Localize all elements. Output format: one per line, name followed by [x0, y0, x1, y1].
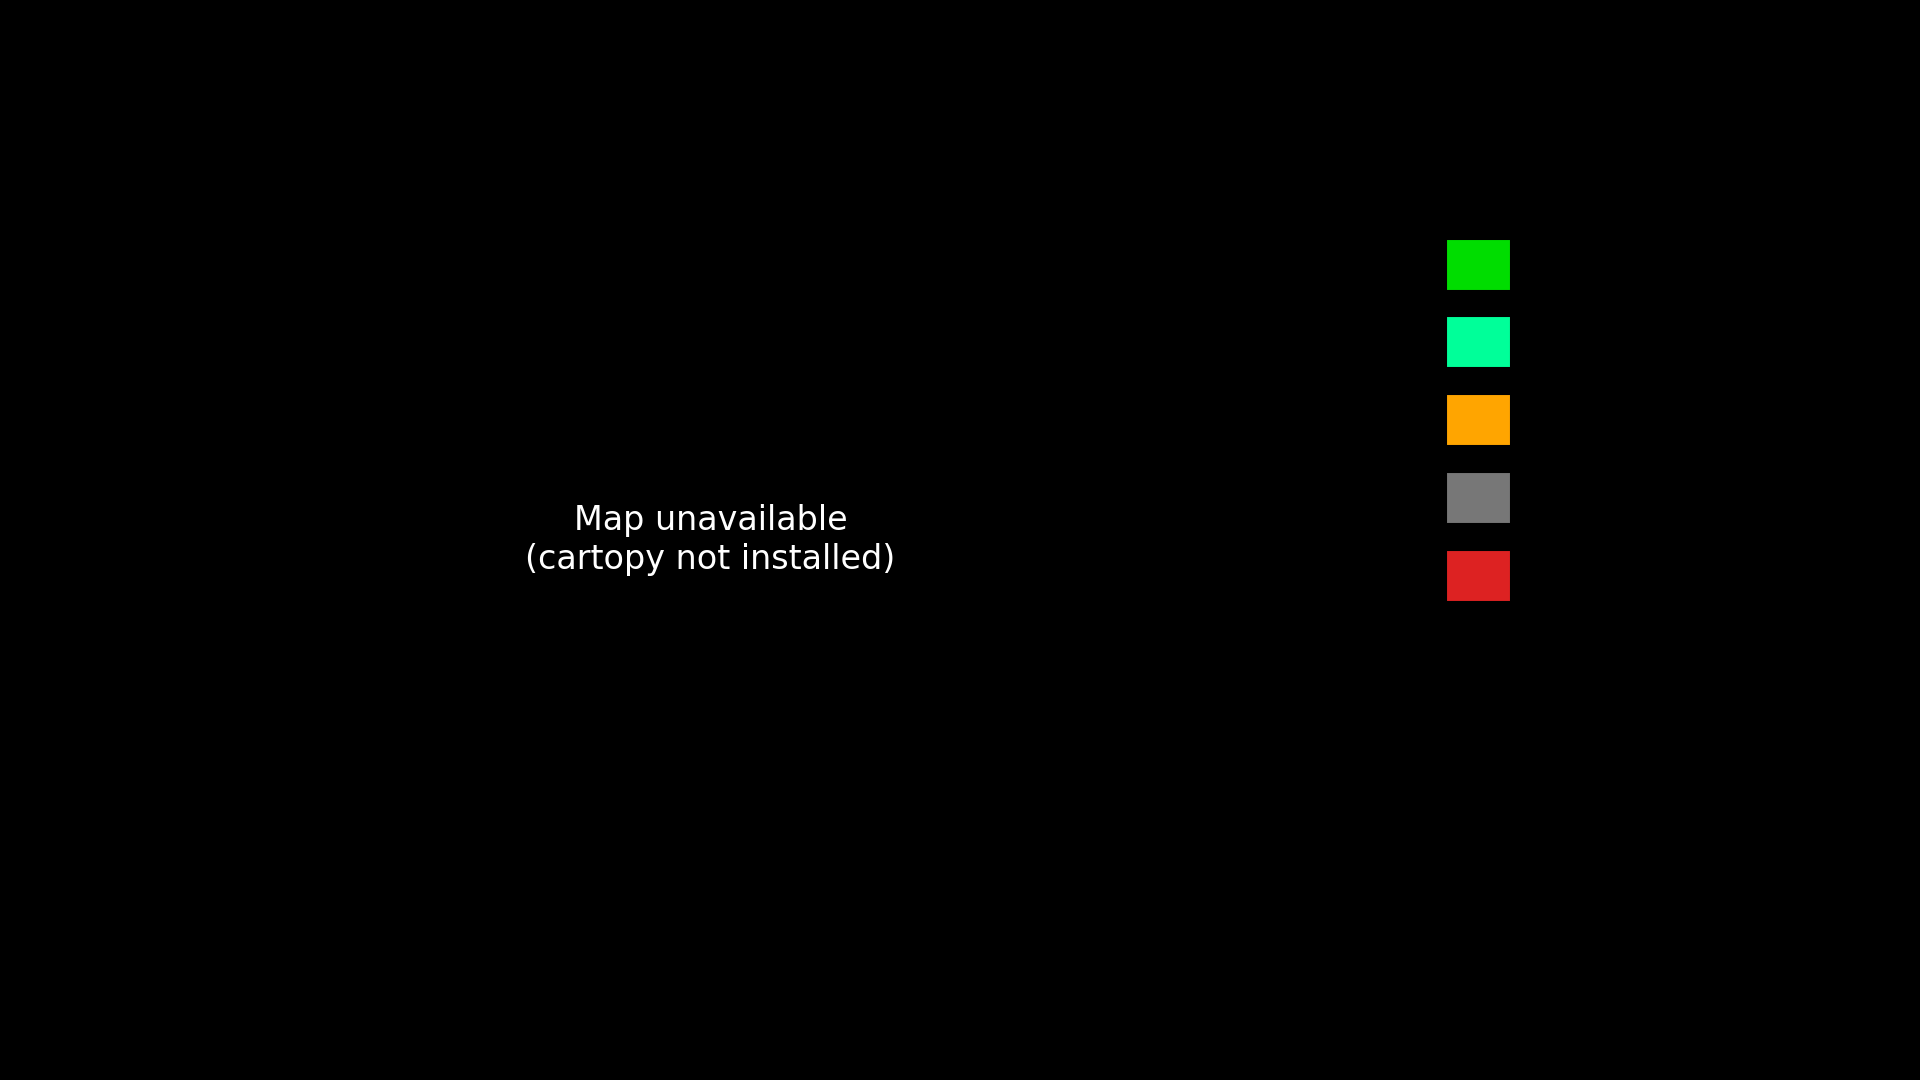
FancyBboxPatch shape — [1446, 472, 1511, 524]
Text: 1864: 1864 — [1532, 59, 1809, 157]
Text: The civil war
progresses favourably
for the United States.
Many western
territor: The civil war progresses favourably for … — [1446, 664, 1797, 913]
Text: Territories: Territories — [1536, 408, 1682, 432]
Text: Occupations: Occupations — [1536, 330, 1711, 354]
Text: Confederate States: Confederate States — [1536, 564, 1811, 588]
FancyBboxPatch shape — [1446, 316, 1511, 368]
FancyBboxPatch shape — [1446, 550, 1511, 602]
Text: States: States — [1536, 253, 1626, 276]
FancyBboxPatch shape — [1446, 239, 1511, 291]
Text: Map unavailable
(cartopy not installed): Map unavailable (cartopy not installed) — [526, 504, 895, 576]
Text: Disputed Areas: Disputed Areas — [1536, 486, 1751, 510]
FancyBboxPatch shape — [1446, 394, 1511, 446]
